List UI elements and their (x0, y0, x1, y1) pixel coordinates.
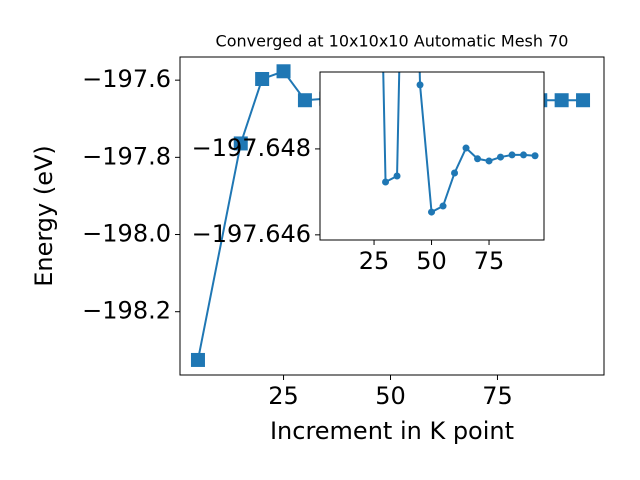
x-axis-label: Increment in K point (270, 417, 514, 445)
marker (190, 352, 205, 367)
x-tick-label: 75 (482, 382, 513, 410)
marker (255, 71, 270, 86)
marker (428, 208, 436, 216)
marker (382, 178, 390, 186)
marker (462, 144, 470, 152)
x-tick-label: 50 (375, 382, 406, 410)
marker (276, 64, 291, 79)
y-tick-label: −197.6 (82, 65, 171, 93)
y-tick-label: −197.8 (82, 142, 171, 170)
marker (485, 157, 493, 165)
y-tick-label: −198.0 (82, 220, 171, 248)
marker (416, 81, 424, 89)
marker (508, 151, 516, 159)
y-tick-label: −197.648 (192, 134, 311, 162)
marker (576, 93, 591, 108)
marker (531, 152, 539, 160)
x-tick-label: 50 (416, 247, 447, 275)
x-tick-label: 25 (268, 382, 299, 410)
marker (554, 93, 569, 108)
series-group (382, 72, 539, 216)
marker (393, 172, 401, 180)
marker (497, 153, 505, 161)
marker (474, 155, 482, 163)
axes-frame (179, 56, 605, 376)
marker (297, 93, 312, 108)
chart-title: Converged at 10x10x10 Automatic Mesh 70 (216, 32, 569, 51)
marker (520, 151, 528, 159)
marker (233, 136, 248, 151)
axes-frame (319, 71, 545, 241)
y-tick-label: −197.646 (192, 220, 311, 248)
y-tick-label: −198.2 (82, 297, 171, 325)
marker (439, 202, 447, 210)
x-tick-label: 75 (474, 247, 505, 275)
x-tick-label: 25 (359, 247, 390, 275)
y-axis-label: Energy (eV) (30, 145, 58, 287)
marker (451, 169, 459, 177)
